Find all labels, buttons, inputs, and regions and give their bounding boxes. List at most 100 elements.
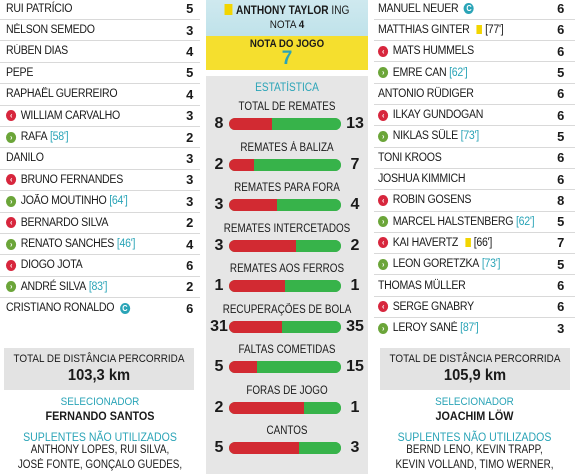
player-name: EMRE CAN xyxy=(392,66,447,79)
stat-bar xyxy=(229,239,341,252)
player-row: ‹ DIOGO JOTA 6 xyxy=(6,255,202,276)
stat-bar-home xyxy=(229,401,304,414)
player-grade: 5 xyxy=(557,65,565,81)
substitution-minute: [87'] xyxy=(460,322,479,335)
substitution-out-icon: ‹ xyxy=(6,259,17,271)
coach-name: JOACHIM LÖW xyxy=(435,409,514,423)
player-row: TONI KROOS 6 xyxy=(378,147,575,168)
substitution-minute: [46'] xyxy=(116,238,136,251)
stat-item: RECUPERAÇÕES DE BOLA 31 35 xyxy=(206,304,368,344)
stat-label: REMATES AOS FERROS xyxy=(229,263,345,275)
player-name: DIOGO JOTA xyxy=(20,259,83,272)
player-row: JOSHUA KIMMICH 6 xyxy=(378,168,575,189)
stat-bar-away xyxy=(296,239,341,252)
player-row: ANTONIO RÜDIGER 6 xyxy=(378,83,575,104)
stat-away-value: 13 xyxy=(346,115,364,132)
referee-box: ANTHONY TAYLOR ING NOTA 4 NOTA DO JOGO 7 xyxy=(206,0,368,70)
player-grade: 3 xyxy=(186,172,194,188)
stat-bar-home xyxy=(229,320,282,333)
substitution-minute: [73'] xyxy=(481,258,501,271)
stat-home-value: 5 xyxy=(214,439,224,456)
row-divider xyxy=(0,104,200,106)
substitution-in-icon: › xyxy=(6,195,17,207)
substitution-out-icon: ‹ xyxy=(6,110,17,122)
stat-label: REMATES À BALIZA xyxy=(240,141,334,154)
player-row: NÉLSON SEMEDO 3 xyxy=(6,19,202,40)
player-grade: 6 xyxy=(557,43,565,59)
player-grade: 6 xyxy=(557,107,565,123)
player-grade: 6 xyxy=(186,257,194,273)
player-grade: 5 xyxy=(557,128,565,144)
player-name: DANILO xyxy=(6,152,44,165)
row-divider xyxy=(0,18,200,20)
coach-label: SELECIONADOR xyxy=(60,396,140,408)
unused-subs-line: JOSÉ FONTE, GONÇALO GUEDES, xyxy=(17,459,183,471)
stat-item: FALTAS COMETIDAS 5 15 xyxy=(206,344,368,384)
row-divider xyxy=(374,146,575,148)
stat-away-value: 1 xyxy=(350,277,360,294)
stat-bar xyxy=(229,280,341,292)
player-name: BRUNO FERNANDES xyxy=(20,173,124,186)
row-divider xyxy=(374,104,575,105)
captain-icon: C xyxy=(463,3,475,15)
player-row: DANILO 3 xyxy=(6,148,202,169)
player-grade: 5 xyxy=(557,256,565,272)
player-name: PEPE xyxy=(6,66,34,79)
player-row: › MARCEL HALSTENBERG [62'] 5 xyxy=(378,211,575,232)
player-row: CRISTIANO RONALDO C 6 xyxy=(6,298,202,319)
referee-name: ANTHONY TAYLOR xyxy=(236,5,329,17)
stat-bar-home xyxy=(229,118,272,130)
row-divider xyxy=(0,254,200,256)
player-name: JOÃO MOUTINHO xyxy=(20,195,107,208)
row-divider xyxy=(0,232,200,234)
stat-home-value: 3 xyxy=(214,196,224,213)
unused-subs-line: KEVIN VOLLAND, TIMO WERNER, xyxy=(395,459,554,471)
unused-subs-line: BERND LENO, KEVIN TRAPP, xyxy=(406,444,543,456)
stat-item: REMATES À BALIZA 2 7 xyxy=(206,142,368,182)
stat-home-value: 2 xyxy=(214,398,224,416)
distance-value: 105,9 km xyxy=(443,367,507,384)
referee-name-line: ANTHONY TAYLOR ING xyxy=(216,4,359,17)
stat-bar-row: 5 15 xyxy=(206,358,368,376)
row-divider xyxy=(374,253,575,255)
statistics-panel: ESTATÍSTICA TOTAL DE REMATES 8 13 REMATES À… xyxy=(206,76,368,474)
row-divider xyxy=(374,167,575,169)
stat-bar xyxy=(229,401,341,414)
player-row: › JOÃO MOUTINHO [64'] 3 xyxy=(6,191,202,212)
row-divider xyxy=(0,83,200,85)
stat-bar xyxy=(229,158,341,171)
player-name: TONI KROOS xyxy=(378,151,442,164)
player-row: ‹ BERNARDO SILVA 2 xyxy=(6,212,202,233)
player-grade: 3 xyxy=(186,22,194,38)
row-divider xyxy=(374,231,575,233)
substitution-in-icon: › xyxy=(378,216,389,228)
player-name: JOSHUA KIMMICH xyxy=(378,173,466,186)
player-grade: 3 xyxy=(186,193,194,209)
player-grade: 6 xyxy=(557,150,565,166)
stat-bar-home xyxy=(229,280,285,292)
stat-label: FALTAS COMETIDAS xyxy=(238,344,336,356)
player-grade: 4 xyxy=(186,236,194,252)
stat-bar xyxy=(229,118,341,130)
coach-name: FERNANDO SANTOS xyxy=(45,409,155,423)
player-grade: 6 xyxy=(557,1,565,17)
row-divider xyxy=(0,147,200,149)
stat-item: TOTAL DE REMATES 8 13 xyxy=(206,101,368,141)
player-row: ‹ BRUNO FERNANDES 3 xyxy=(6,169,202,190)
card-minute: [77'] xyxy=(485,23,504,36)
stat-item: REMATES AOS FERROS 1 1 xyxy=(206,263,368,303)
player-grade: 3 xyxy=(186,108,194,124)
substitution-minute: [62'] xyxy=(515,215,535,228)
stat-item: FORAS DE JOGO 2 1 xyxy=(206,385,368,425)
stat-bar-away xyxy=(303,401,341,414)
player-name: ANTONIO RÜDIGER xyxy=(378,87,474,100)
stat-bar-home xyxy=(229,442,299,454)
player-grade: 6 xyxy=(557,171,565,187)
referee-grade-line: NOTA 4 xyxy=(214,19,360,31)
player-grade: 2 xyxy=(186,279,194,295)
game-grade-value: 7 xyxy=(281,48,293,69)
